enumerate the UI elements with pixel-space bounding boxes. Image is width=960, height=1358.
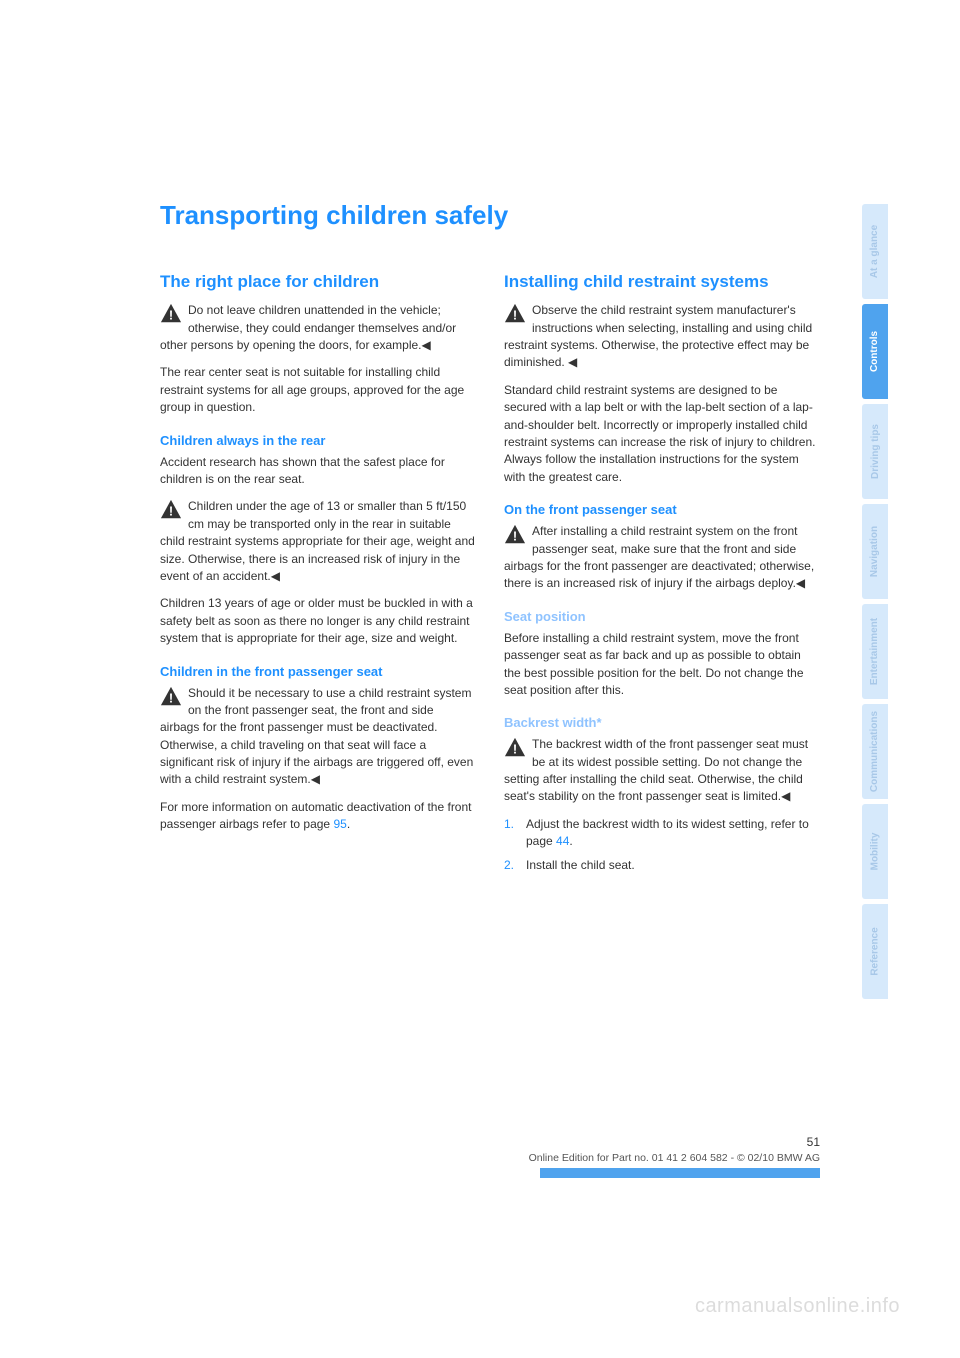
warning-observe-manufacturer: ! Observe the child restraint system man… [504,302,820,372]
page-title: Transporting children safely [160,200,820,231]
side-tabs: At a glance Controls Driving tips Naviga… [862,204,888,1004]
tab-label: Reference [870,927,881,975]
step-number: 1. [504,816,514,833]
warning-front-seat: ! Should it be necessary to use a child … [160,685,476,789]
tab-label: Driving tips [870,424,881,479]
text-fragment: . [569,834,572,848]
paragraph-accident-research: Accident research has shown that the saf… [160,454,476,489]
tab-label: Controls [870,331,881,372]
step-number: 2. [504,857,514,874]
text-fragment: Install the child seat. [526,858,635,872]
warning-text: Do not leave children unattended in the … [160,303,456,352]
text-fragment: . [347,817,350,831]
tab-label: Communications [870,711,881,792]
tab-label: Entertainment [870,618,881,685]
subtitle-children-rear: Children always in the rear [160,433,476,448]
right-column: Installing child restraint systems ! Obs… [504,271,820,880]
paragraph-rear-center: The rear center seat is not suitable for… [160,364,476,416]
page-content: Transporting children safely The right p… [160,200,820,880]
tab-label: At a glance [870,225,881,278]
tab-reference[interactable]: Reference [862,904,888,999]
warning-after-install: ! After installing a child restraint sys… [504,523,820,593]
tab-label: Navigation [870,526,881,577]
page-link-44[interactable]: 44 [556,834,569,848]
tab-controls[interactable]: Controls [862,304,888,399]
warning-icon: ! [160,303,182,323]
warning-under-13: ! Children under the age of 13 or smalle… [160,498,476,585]
svg-text:!: ! [169,504,173,519]
warning-unattended: ! Do not leave children unattended in th… [160,302,476,354]
tab-at-a-glance[interactable]: At a glance [862,204,888,299]
section-title-right-place: The right place for children [160,271,476,292]
tab-label: Mobility [870,833,881,871]
subtitle-on-front-seat: On the front passenger seat [504,502,820,517]
tab-entertainment[interactable]: Entertainment [862,604,888,699]
warning-icon: ! [504,737,526,757]
page-number: 51 [160,1135,820,1149]
warning-text: After installing a child restraint syste… [504,524,814,590]
watermark: carmanualsonline.info [695,1295,900,1318]
paragraph-13-older: Children 13 years of age or older must b… [160,595,476,647]
paragraph-seat-position: Before installing a child restraint syst… [504,630,820,700]
svg-text:!: ! [169,690,173,705]
warning-text: Should it be necessary to use a child re… [160,686,473,787]
footer-bar [540,1168,820,1178]
warning-text: The backrest width of the front passenge… [504,737,808,803]
tab-navigation[interactable]: Navigation [862,504,888,599]
step-2: 2. Install the child seat. [504,857,820,874]
subtitle-backrest-width: Backrest width* [504,715,820,730]
footer-text: Online Edition for Part no. 01 41 2 604 … [160,1152,820,1164]
svg-text:!: ! [513,742,517,757]
section-title-installing: Installing child restraint systems [504,271,820,292]
paragraph-more-info: For more information on automatic deacti… [160,799,476,834]
left-column: The right place for children ! Do not le… [160,271,476,880]
paragraph-standard-systems: Standard child restraint systems are des… [504,382,820,486]
warning-backrest-width: ! The backrest width of the front passen… [504,736,820,806]
warning-text: Children under the age of 13 or smaller … [160,499,475,583]
page-link-95[interactable]: 95 [333,817,346,831]
step-1: 1.Adjust the backrest width to its wides… [504,816,820,851]
warning-text: Observe the child restraint system manuf… [504,303,812,369]
tab-mobility[interactable]: Mobility [862,804,888,899]
subtitle-front-passenger: Children in the front passenger seat [160,664,476,679]
tab-communications[interactable]: Communications [862,704,888,799]
text-fragment: For more information on automatic deacti… [160,800,472,831]
warning-icon: ! [504,524,526,544]
two-column-layout: The right place for children ! Do not le… [160,271,820,880]
warning-icon: ! [504,303,526,323]
tab-driving-tips[interactable]: Driving tips [862,404,888,499]
svg-text:!: ! [513,529,517,544]
warning-icon: ! [160,499,182,519]
steps-list: 1.Adjust the backrest width to its wides… [504,816,820,874]
svg-text:!: ! [169,308,173,323]
warning-icon: ! [160,686,182,706]
subtitle-seat-position: Seat position [504,609,820,624]
svg-text:!: ! [513,308,517,323]
